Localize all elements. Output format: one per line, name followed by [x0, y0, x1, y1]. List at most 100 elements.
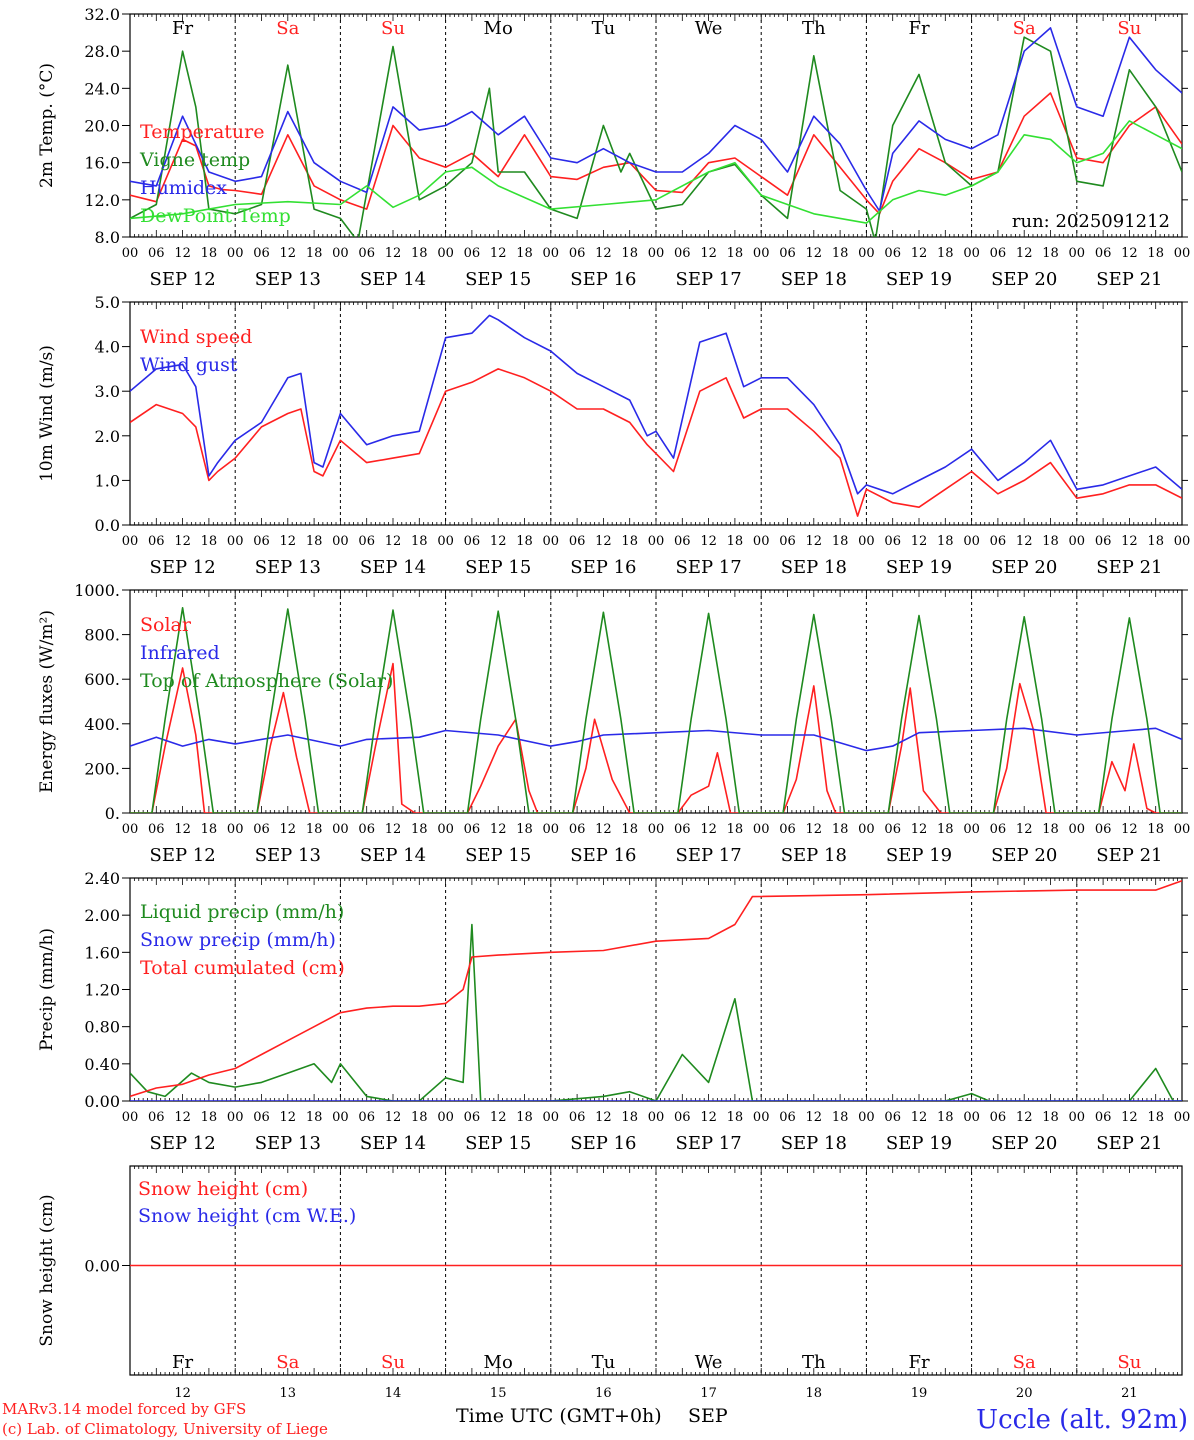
hour-tick-label: 00	[437, 822, 454, 837]
date-label: SEP 15	[465, 557, 531, 578]
hour-tick-label: 12	[1016, 1110, 1033, 1125]
hour-tick-label: 00	[753, 1110, 770, 1125]
footer-month-label: SEP	[688, 1405, 728, 1427]
date-label: SEP 16	[570, 269, 636, 290]
station-name: Uccle (alt. 92m)	[976, 1405, 1188, 1435]
hour-tick-label: 00	[753, 246, 770, 261]
day-name: Sa	[276, 1352, 299, 1373]
hour-tick-label: 06	[884, 534, 901, 549]
y-tick-label: 0.80	[84, 1018, 120, 1037]
hour-tick-label: 18	[516, 246, 533, 261]
panels: 8.0 12.0 16.0 20.0 24.0 28.0 32.0 2m Temp. (°C)…	[37, 5, 1190, 1401]
legend-entry: Top of Atmosphere (Solar)	[140, 670, 393, 692]
footer: MARv3.14 model forced by GFS (c) Lab. of…	[2, 1400, 1188, 1438]
hour-tick-label: 18	[201, 1110, 218, 1125]
date-label: SEP 17	[675, 269, 741, 290]
legend-entry: Snow precip (mm/h)	[140, 929, 336, 951]
hour-tick-label: 18	[937, 822, 954, 837]
hour-tick-label: 12	[595, 246, 612, 261]
hour-tick-label: 06	[464, 822, 481, 837]
hour-tick-label: 06	[253, 246, 270, 261]
panel-4: 0.00 0.40 0.80 1.20 1.60 2.00 2.40 Precip (mm/h…	[37, 869, 1190, 1154]
hour-tick-label: 18	[621, 1110, 638, 1125]
hour-tick-label: 06	[148, 534, 165, 549]
date-label: SEP 13	[255, 557, 321, 578]
hour-tick-label: 18	[201, 534, 218, 549]
hour-tick-label: 18	[832, 534, 849, 549]
hour-tick-label: 12	[280, 1110, 297, 1125]
day-name: Mo	[484, 18, 513, 39]
y-tick-label: 0.00	[84, 1092, 120, 1111]
hour-tick-label: 12	[490, 1110, 507, 1125]
legend-entry: DewPoint Temp	[140, 205, 291, 227]
y-tick-label: 1000.	[74, 581, 120, 600]
hour-tick-label: 12	[280, 822, 297, 837]
date-label: SEP 14	[360, 557, 426, 578]
date-label: SEP 21	[1096, 1133, 1162, 1154]
hour-tick-label: 00	[858, 822, 875, 837]
day-number-label: 18	[806, 1386, 823, 1401]
hour-tick-label: 00	[543, 534, 560, 549]
hour-tick-label: 12	[595, 1110, 612, 1125]
hour-tick-label: 18	[516, 822, 533, 837]
hour-tick-label: 06	[148, 1110, 165, 1125]
y-tick-label: 16.0	[84, 154, 120, 173]
hour-tick-label: 18	[411, 534, 428, 549]
series-line-solar	[130, 662, 1182, 813]
hour-tick-label: 06	[1095, 1110, 1112, 1125]
date-label: SEP 18	[781, 269, 847, 290]
y-axis-label: Snow height (cm)	[37, 1194, 57, 1346]
hour-tick-label: 12	[700, 1110, 717, 1125]
hour-tick-label: 00	[648, 534, 665, 549]
hour-tick-label: 06	[253, 822, 270, 837]
day-name: We	[695, 18, 723, 39]
series-line-top-of-atmosphere-solar-	[130, 606, 1182, 813]
y-axis-label: Energy fluxes (W/m²)	[37, 610, 57, 793]
hour-tick-label: 00	[543, 822, 560, 837]
hour-tick-label: 12	[174, 822, 191, 837]
hour-tick-label: 00	[753, 822, 770, 837]
legend-entry: Solar	[140, 614, 192, 636]
hour-tick-label: 00	[648, 246, 665, 261]
hour-tick-label: 00	[543, 1110, 560, 1125]
series-line-infrared	[130, 727, 1182, 752]
hour-tick-label: 06	[148, 822, 165, 837]
hour-tick-label: 18	[937, 534, 954, 549]
hour-tick-label: 00	[963, 246, 980, 261]
day-name: Tu	[592, 18, 616, 39]
hour-tick-label: 12	[385, 246, 402, 261]
hour-tick-label: 00	[858, 534, 875, 549]
date-label: SEP 13	[255, 1133, 321, 1154]
day-name: Fr	[908, 1352, 929, 1373]
footer-xaxis-label: Time UTC (GMT+0h)	[456, 1405, 662, 1427]
hour-tick-label: 00	[1174, 246, 1191, 261]
hour-tick-label: 12	[911, 1110, 928, 1125]
hour-tick-label: 18	[727, 534, 744, 549]
date-label: SEP 21	[1096, 557, 1162, 578]
date-label: SEP 21	[1096, 845, 1162, 866]
hour-tick-label: 06	[990, 822, 1007, 837]
hour-tick-label: 06	[990, 246, 1007, 261]
hour-tick-label: 06	[884, 822, 901, 837]
hour-tick-label: 12	[700, 246, 717, 261]
hour-tick-label: 18	[621, 822, 638, 837]
hour-tick-label: 06	[674, 1110, 691, 1125]
day-name: Fr	[172, 18, 193, 39]
hour-tick-label: 18	[727, 246, 744, 261]
hour-tick-label: 18	[516, 534, 533, 549]
hour-tick-label: 18	[201, 822, 218, 837]
hour-tick-label: 12	[174, 246, 191, 261]
y-tick-label: 0.00	[84, 1257, 120, 1276]
day-name: Sa	[1013, 1352, 1036, 1373]
day-name: Sa	[1013, 18, 1036, 39]
hour-tick-label: 18	[516, 1110, 533, 1125]
hour-tick-label: 12	[806, 822, 823, 837]
date-label: SEP 21	[1096, 269, 1162, 290]
hour-tick-label: 12	[385, 1110, 402, 1125]
date-label: SEP 12	[149, 269, 215, 290]
day-name: Th	[802, 18, 826, 39]
footer-copyright: (c) Lab. of Climatology, University of L…	[2, 1420, 328, 1438]
hour-tick-label: 06	[464, 534, 481, 549]
hour-tick-label: 12	[280, 534, 297, 549]
y-tick-label: 2.40	[84, 869, 120, 888]
